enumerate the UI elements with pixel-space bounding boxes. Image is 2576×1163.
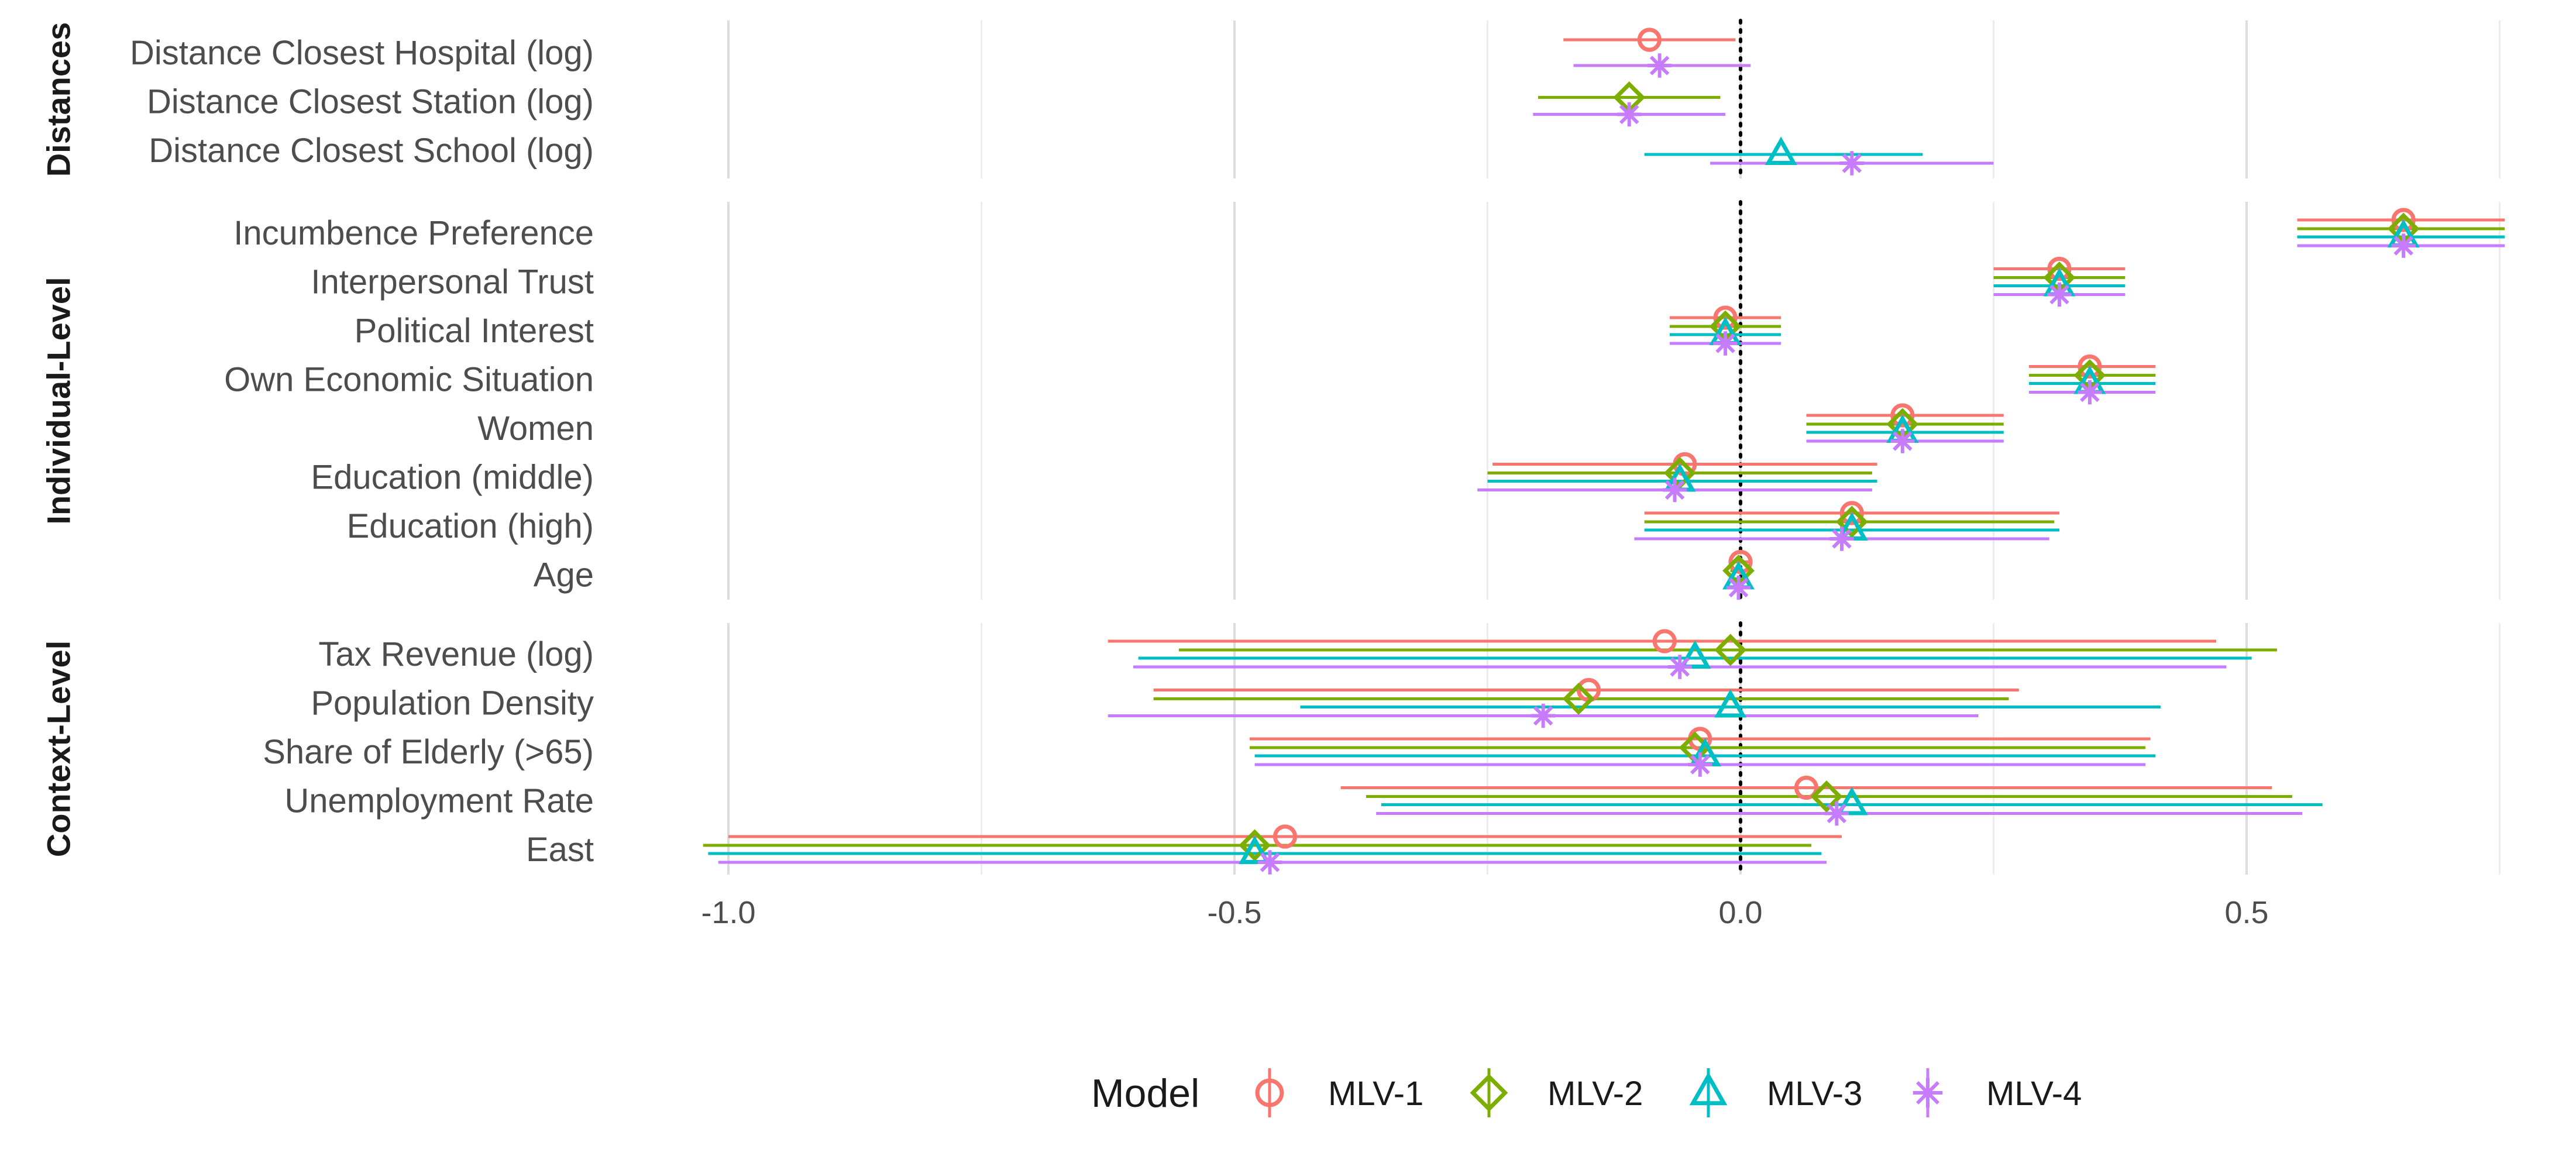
term-label: Distance Closest Station (log): [147, 83, 594, 121]
point-estimate-mlv-4: [1726, 575, 1751, 600]
term-label: Own Economic Situation: [224, 361, 594, 399]
legend-key-triangle-icon: [1689, 1072, 1728, 1106]
point-estimate-mlv-4: [1257, 850, 1282, 875]
point-estimates: [1239, 27, 2420, 875]
term-label: Share of Elderly (>65): [263, 733, 594, 771]
point-estimate-mlv-1: [1713, 305, 1738, 330]
x-tick-label: 0.0: [1718, 895, 1762, 930]
legend: Model MLV-1 MLV-2 MLV-3 MLV-4: [1091, 1068, 2082, 1117]
point-estimate-mlv-2: [1562, 683, 1595, 715]
legend-label: MLV-1: [1328, 1075, 1423, 1113]
point-estimate-mlv-2: [1714, 634, 1747, 666]
point-estimate-mlv-4: [1824, 801, 1849, 826]
point-estimate-mlv-4: [1531, 703, 1556, 728]
point-estimate-mlv-4: [1647, 53, 1672, 78]
point-estimate-mlv-4: [1667, 655, 1692, 679]
point-estimate-mlv-1: [1839, 501, 1864, 525]
x-axis-tick-labels: -1.0 -0.5 0.0 0.5: [701, 895, 2268, 930]
point-estimate-mlv-3: [1835, 787, 1868, 816]
legend-key-asterisk-icon: [1913, 1078, 1943, 1108]
x-tick-label: -1.0: [701, 895, 755, 930]
point-estimate-mlv-4: [1713, 331, 1738, 356]
term-label: Unemployment Rate: [284, 782, 594, 820]
point-estimate-mlv-4: [1839, 151, 1864, 176]
point-estimate-mlv-2: [1810, 780, 1843, 813]
term-label: Political Interest: [355, 312, 594, 350]
point-estimate-mlv-3: [1765, 136, 1797, 166]
point-estimate-mlv-2: [1835, 505, 1868, 538]
term-label: East: [526, 831, 594, 869]
point-estimate-mlv-4: [1662, 477, 1687, 503]
point-estimate-mlv-3: [1239, 835, 1271, 865]
point-estimate-mlv-1: [2047, 256, 2072, 281]
legend-item-mlv-1: MLV-1: [1255, 1068, 1423, 1117]
term-labels: Distance Closest Hospital (log) Distance …: [130, 34, 594, 869]
legend-label: MLV-2: [1547, 1075, 1643, 1113]
point-estimate-mlv-3: [1679, 640, 1711, 669]
legend-title: Model: [1091, 1071, 1199, 1116]
point-estimate-mlv-2: [1239, 829, 1271, 862]
facet-strip-labels: Distances Individual-Level Context-Level: [40, 22, 77, 857]
term-label: Age: [534, 556, 594, 594]
point-estimate-mlv-1: [1637, 27, 1662, 52]
facet-label: Context-Level: [40, 641, 77, 857]
legend-item-mlv-2: MLV-2: [1470, 1068, 1643, 1117]
legend-key-diamond-icon: [1470, 1073, 1508, 1112]
confidence-intervals: [703, 38, 2505, 864]
legend-item-mlv-3: MLV-3: [1689, 1068, 1862, 1117]
point-estimate-mlv-4: [1829, 527, 1854, 551]
point-estimate-mlv-4: [1617, 102, 1642, 127]
point-estimate-mlv-4: [2047, 282, 2072, 307]
legend-label: MLV-4: [1986, 1075, 2082, 1113]
point-estimate-mlv-1: [1794, 775, 1819, 800]
facet-label: Distances: [40, 22, 77, 177]
point-estimate-mlv-3: [1714, 689, 1747, 718]
point-estimate-mlv-1: [1890, 403, 1915, 428]
point-estimate-mlv-1: [2078, 354, 2102, 379]
point-estimate-mlv-4: [1688, 752, 1712, 777]
term-label: Interpersonal Trust: [311, 263, 594, 301]
legend-item-mlv-4: MLV-4: [1913, 1068, 2082, 1117]
point-estimate-mlv-1: [1652, 629, 1677, 653]
point-estimate-mlv-1: [2391, 208, 2416, 232]
term-label: Tax Revenue (log): [318, 635, 594, 673]
x-tick-label: -0.5: [1207, 895, 1261, 930]
legend-label: MLV-3: [1767, 1075, 1862, 1113]
point-estimate-mlv-4: [2078, 380, 2102, 405]
point-estimate-mlv-1: [1272, 824, 1298, 849]
point-estimate-mlv-4: [1890, 429, 1915, 453]
legend-key-circle-icon: [1255, 1078, 1284, 1107]
term-label: Women: [477, 410, 594, 448]
term-label: Population Density: [311, 684, 594, 722]
term-label: Distance Closest Hospital (log): [130, 34, 594, 72]
term-label: Incumbence Preference: [233, 214, 594, 252]
term-label: Education (high): [347, 507, 594, 545]
term-label: Education (middle): [311, 459, 594, 497]
term-label: Distance Closest School (log): [149, 132, 594, 170]
facet-label: Individual-Level: [40, 277, 77, 524]
point-estimate-mlv-4: [2391, 233, 2416, 258]
x-tick-label: 0.5: [2224, 895, 2268, 930]
